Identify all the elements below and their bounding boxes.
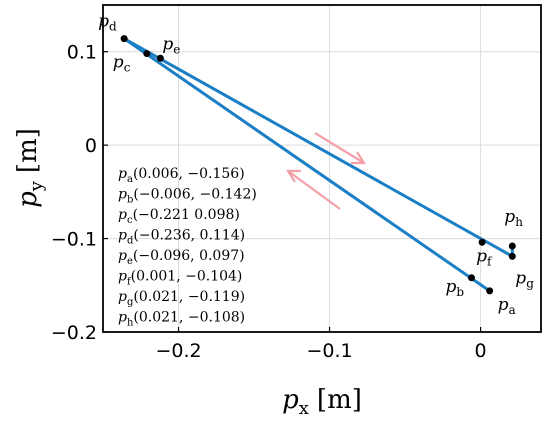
x-tick-label: −0.2: [155, 340, 201, 362]
y-axis-label-subscript: y: [26, 180, 47, 192]
point-label-g: pg: [515, 268, 534, 290]
point-marker-b: [468, 274, 476, 282]
coordinate-label-c: pc(−0.221 0.098): [118, 207, 240, 226]
point-label-a: pa: [498, 295, 516, 317]
point-label-f: pf: [476, 246, 493, 268]
point-label-b: pb: [446, 277, 465, 299]
point-marker-h: [508, 242, 516, 250]
direction-arrow-left-head: [285, 169, 301, 183]
y-tick-label: 0: [85, 135, 97, 157]
x-axis-label-unit: [m]: [317, 385, 362, 415]
y-axis-label-symbol: p: [13, 191, 43, 208]
point-label-c: pc: [113, 53, 131, 75]
x-tick-label: −0.1: [306, 340, 352, 362]
trajectory: [122, 37, 514, 293]
x-axis-label-subscript: x: [299, 398, 309, 419]
point-markers: [120, 35, 516, 295]
point-marker-f: [478, 238, 486, 246]
y-tick-label: −0.1: [51, 229, 97, 251]
coordinate-label-a: pa(0.006, −0.156): [118, 166, 245, 185]
point-label-h: ph: [504, 207, 523, 229]
trajectory-line: [122, 37, 514, 293]
coordinate-label-e: pe(−0.096, 0.097): [118, 248, 245, 267]
point-marker-d: [120, 35, 128, 43]
y-tick-label: −0.2: [51, 322, 97, 344]
point-marker-a: [486, 287, 494, 295]
coordinate-label-g: pg(0.021, −0.119): [118, 289, 245, 308]
direction-arrow-right-head: [351, 151, 367, 165]
point-marker-c: [143, 50, 151, 58]
coordinate-annotations: pa(0.006, −0.156) pb(−0.006, −0.142)pc(−0…: [118, 166, 257, 329]
coordinate-label-f: pf(0.001, −0.104): [118, 269, 242, 288]
coordinate-label-d: pd(−0.236, 0.114): [118, 228, 245, 247]
direction-arrows: [285, 132, 367, 210]
coordinate-label-b: pb(−0.006, −0.142): [118, 187, 257, 206]
point-marker-e: [156, 54, 164, 62]
coordinate-label-h: ph(0.021, −0.108): [118, 310, 245, 329]
y-tick-label: 0.1: [67, 42, 97, 64]
x-axis-label-symbol: p: [282, 385, 299, 415]
direction-arrow-left: [287, 170, 341, 210]
y-axis-label: py [m]: [13, 128, 47, 208]
y-axis-ticks: −0.2 −0.1 0 0.1: [51, 42, 108, 344]
point-label-e: pe: [162, 34, 180, 56]
x-tick-label: 0: [475, 340, 487, 362]
plot-frame: [102, 4, 542, 333]
x-axis-ticks: −0.2 −0.1 0: [155, 327, 487, 362]
direction-arrow-right: [314, 132, 365, 164]
y-axis-label-unit: [m]: [13, 128, 43, 173]
point-marker-g: [508, 252, 516, 260]
x-axis-label: px [m]: [282, 385, 362, 419]
